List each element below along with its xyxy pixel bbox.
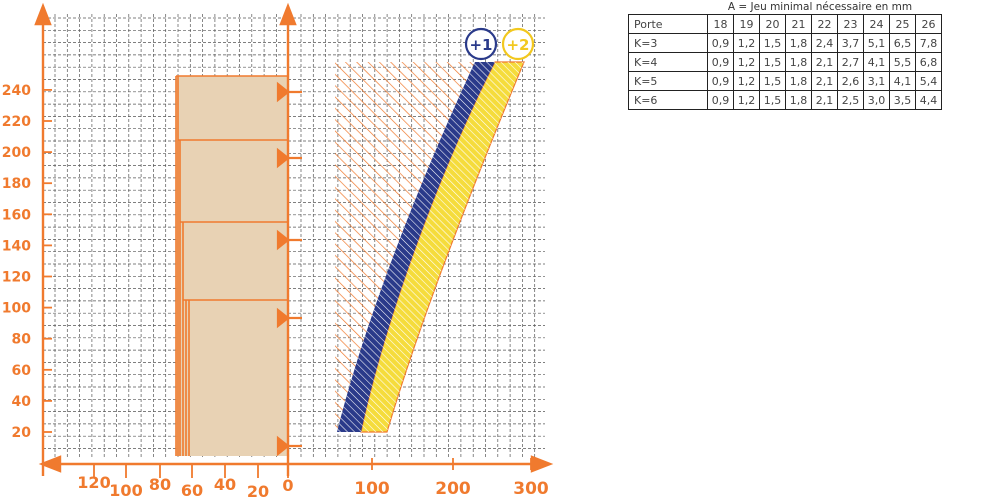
y-tick-label: 120 bbox=[2, 270, 31, 286]
table-row: K=5 0,9 1,2 1,5 1,8 2,1 2,6 3,1 4,1 5,4 bbox=[628, 71, 942, 91]
table-cell: 1,5 bbox=[759, 71, 786, 91]
hinge-markers bbox=[276, 81, 302, 457]
y-tick-label: 160 bbox=[2, 207, 31, 223]
table-cell: 5,1 bbox=[863, 33, 890, 53]
badge-plus-1: +1 bbox=[464, 27, 498, 61]
table-cell: 4,1 bbox=[889, 71, 916, 91]
x-tick-label: 120 bbox=[77, 473, 110, 492]
svg-text:+1: +1 bbox=[469, 36, 492, 54]
row-label: K=5 bbox=[628, 71, 708, 91]
table-cell: 18 bbox=[707, 14, 734, 34]
y-tick-label: 240 bbox=[2, 83, 31, 99]
table-cell: 6,5 bbox=[889, 33, 916, 53]
table-cell: 1,5 bbox=[759, 90, 786, 110]
table-cell: 4,4 bbox=[915, 90, 942, 110]
table-cell: 1,2 bbox=[733, 52, 760, 72]
table-cell: 21 bbox=[785, 14, 812, 34]
table-cell: 1,2 bbox=[733, 33, 760, 53]
table-cell: 25 bbox=[889, 14, 916, 34]
x-tick-label: 200 bbox=[435, 479, 471, 499]
row-label: Porte bbox=[628, 14, 708, 34]
table-cell: 2,4 bbox=[811, 33, 838, 53]
table-cell: 1,8 bbox=[785, 33, 812, 53]
x-tick-label: 100 bbox=[354, 479, 390, 499]
table-cell: 2,6 bbox=[837, 71, 864, 91]
table-cell: 20 bbox=[759, 14, 786, 34]
table-cell: 1,8 bbox=[785, 71, 812, 91]
table-cell: 0,9 bbox=[707, 52, 734, 72]
table-cell: 2,5 bbox=[837, 90, 864, 110]
door-panel bbox=[176, 76, 288, 456]
table-cell: 1,8 bbox=[785, 52, 812, 72]
row-label: K=6 bbox=[628, 90, 708, 110]
table-cell: 19 bbox=[733, 14, 760, 34]
table-cell: 0,9 bbox=[707, 33, 734, 53]
table-cell: 5,5 bbox=[889, 52, 916, 72]
table-row: K=4 0,9 1,2 1,5 1,8 2,1 2,7 4,1 5,5 6,8 bbox=[628, 52, 942, 72]
clearance-table: Porte 18 19 20 21 22 23 24 25 26 K=3 0,9 1,2 1,5 1,8 2,… bbox=[628, 14, 942, 110]
table-cell: 1,8 bbox=[785, 90, 812, 110]
y-tick-label: 220 bbox=[2, 114, 31, 130]
table-cell: 0,9 bbox=[707, 71, 734, 91]
table-cell: 6,8 bbox=[915, 52, 942, 72]
table-cell: 2,1 bbox=[811, 52, 838, 72]
badge-plus-2: +2 bbox=[501, 27, 535, 61]
x-tick-label: 100 bbox=[109, 481, 142, 500]
table-row: K=6 0,9 1,2 1,5 1,8 2,1 2,5 3,0 3,5 4,4 bbox=[628, 90, 942, 110]
axis-ticks bbox=[43, 89, 532, 478]
y-tick-label: 180 bbox=[2, 176, 31, 192]
y-tick-label: 200 bbox=[2, 145, 31, 161]
y-tick-label: 20 bbox=[12, 425, 32, 441]
table-cell: 1,5 bbox=[759, 33, 786, 53]
table-cell: 1,2 bbox=[733, 71, 760, 91]
y-tick-label: 60 bbox=[12, 363, 32, 379]
y-tick-label: 80 bbox=[12, 332, 32, 348]
table-cell: 4,1 bbox=[863, 52, 890, 72]
x-tick-label: 20 bbox=[247, 482, 269, 501]
table-cell: 7,8 bbox=[915, 33, 942, 53]
table-cell: 1,5 bbox=[759, 52, 786, 72]
x-tick-label: 60 bbox=[181, 481, 203, 500]
y-tick-label: 40 bbox=[12, 394, 32, 410]
table-cell: 1,2 bbox=[733, 90, 760, 110]
table-cell: 5,4 bbox=[915, 71, 942, 91]
table-cell: 2,1 bbox=[811, 71, 838, 91]
table-cell: 24 bbox=[863, 14, 890, 34]
axes bbox=[34, 2, 554, 476]
table-cell: 22 bbox=[811, 14, 838, 34]
table-cell: 2,1 bbox=[811, 90, 838, 110]
row-label: K=3 bbox=[628, 33, 708, 53]
y-tick-label: 140 bbox=[2, 238, 31, 254]
table-cell: 3,0 bbox=[863, 90, 890, 110]
table-cell: 3,7 bbox=[837, 33, 864, 53]
table-caption: A = Jeu minimal nécessaire en mm bbox=[727, 1, 913, 13]
clearance-table-panel: A = Jeu minimal nécessaire en mm Porte 18… bbox=[628, 0, 998, 110]
table-cell: 3,5 bbox=[889, 90, 916, 110]
x-tick-label: 40 bbox=[214, 475, 236, 494]
row-label: K=4 bbox=[628, 52, 708, 72]
door-panel-lines bbox=[175, 75, 288, 456]
table-cell: 2,7 bbox=[837, 52, 864, 72]
table-cell: 26 bbox=[915, 14, 942, 34]
x-tick-label: 0 bbox=[282, 476, 293, 495]
x-tick-label: 80 bbox=[149, 475, 171, 494]
table-cell: 23 bbox=[837, 14, 864, 34]
y-axis-labels: 20 40 60 80 100 120 140 160 180 200 220 240 bbox=[2, 83, 31, 441]
svg-text:+2: +2 bbox=[506, 36, 529, 54]
table-cell: 3,1 bbox=[863, 71, 890, 91]
table-header-row: Porte 18 19 20 21 22 23 24 25 26 bbox=[628, 14, 942, 34]
table-cell: 0,9 bbox=[707, 90, 734, 110]
x-tick-label: 300 bbox=[513, 479, 549, 499]
y-tick-label: 100 bbox=[2, 301, 31, 317]
table-row: K=3 0,9 1,2 1,5 1,8 2,4 3,7 5,1 6,5 7,8 bbox=[628, 33, 942, 53]
